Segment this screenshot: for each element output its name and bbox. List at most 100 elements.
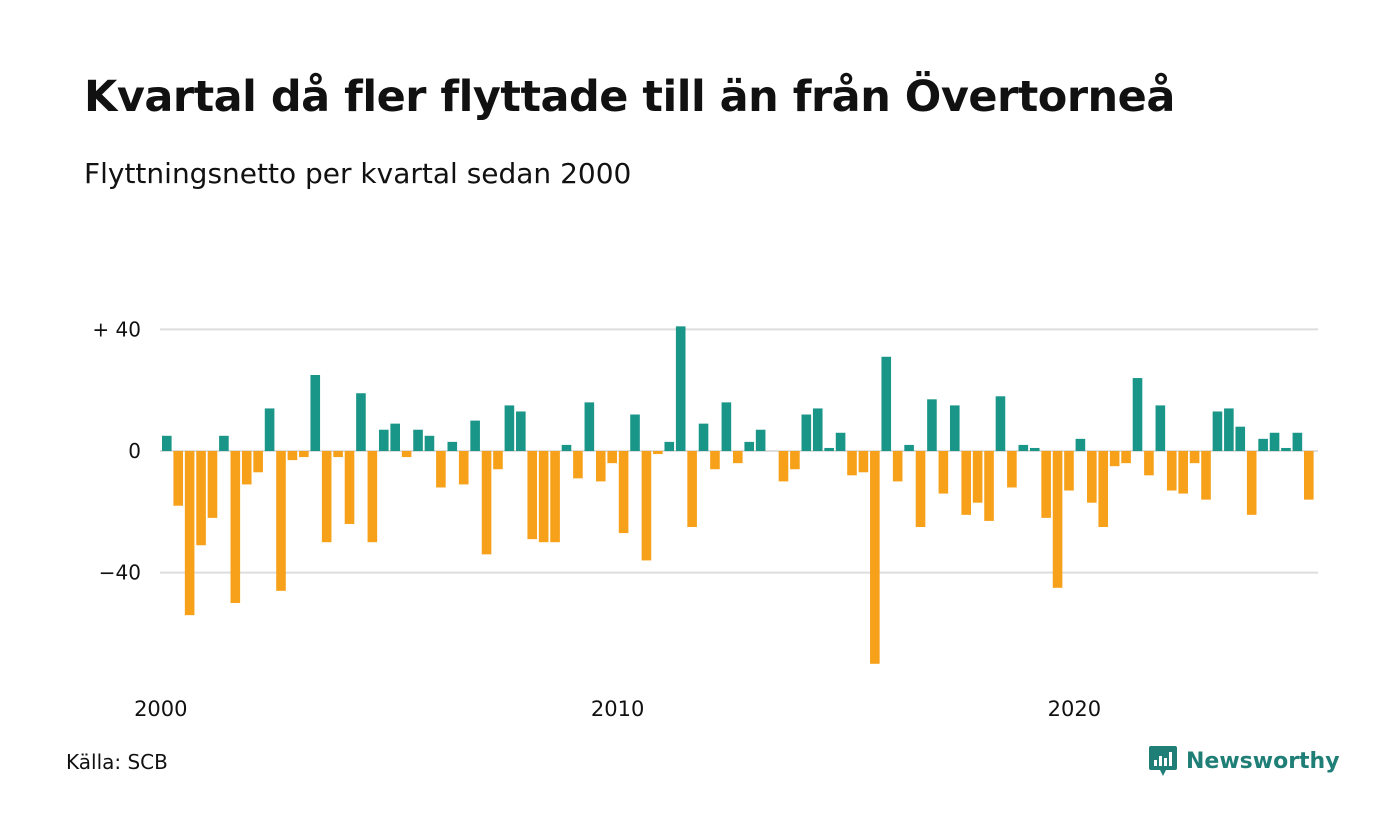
bar bbox=[207, 451, 218, 518]
bar bbox=[630, 414, 640, 451]
bar bbox=[972, 451, 983, 503]
bar bbox=[824, 447, 834, 451]
bar bbox=[870, 451, 880, 664]
bar bbox=[847, 451, 857, 476]
bar bbox=[516, 411, 526, 451]
bar bbox=[1132, 378, 1143, 451]
bar bbox=[949, 405, 960, 451]
bar bbox=[607, 451, 617, 464]
bar bbox=[1007, 451, 1017, 488]
x-tick-label: 2000 bbox=[134, 697, 187, 721]
bar bbox=[413, 429, 423, 451]
bar bbox=[1041, 451, 1051, 518]
bar bbox=[1178, 451, 1188, 494]
bar bbox=[675, 326, 686, 451]
bar bbox=[241, 451, 252, 485]
bar bbox=[219, 435, 229, 451]
bar bbox=[1224, 408, 1234, 451]
brand-name: Newsworthy bbox=[1186, 748, 1340, 774]
bar bbox=[310, 375, 321, 451]
bar bbox=[378, 429, 389, 451]
bar bbox=[299, 451, 309, 458]
bar bbox=[550, 451, 560, 543]
bar bbox=[470, 420, 480, 451]
bar bbox=[1235, 426, 1246, 451]
bar bbox=[1029, 447, 1040, 451]
bar bbox=[1166, 451, 1177, 491]
x-tick-label: 2010 bbox=[591, 697, 644, 721]
bar bbox=[892, 451, 903, 482]
bar bbox=[333, 451, 343, 458]
bar bbox=[287, 451, 298, 461]
bar bbox=[1109, 451, 1120, 467]
bar bbox=[938, 451, 949, 494]
bar bbox=[778, 451, 789, 482]
y-tick-label: −40 bbox=[99, 561, 141, 585]
bar bbox=[436, 451, 446, 488]
bar bbox=[698, 423, 709, 451]
bar bbox=[835, 432, 846, 451]
bar bbox=[584, 402, 595, 451]
bar bbox=[721, 402, 732, 451]
bar bbox=[253, 451, 263, 473]
bar bbox=[321, 451, 332, 543]
bar bbox=[1075, 438, 1086, 451]
bar bbox=[1098, 451, 1109, 527]
bar bbox=[573, 451, 583, 479]
bar bbox=[904, 444, 914, 451]
bar bbox=[1281, 447, 1291, 451]
brand-logo: Newsworthy bbox=[1148, 744, 1340, 778]
x-tick-label: 2020 bbox=[1048, 697, 1101, 721]
bar bbox=[1018, 444, 1029, 451]
bar bbox=[493, 451, 503, 470]
bar bbox=[401, 451, 412, 458]
source-note: Källa: SCB bbox=[66, 750, 168, 774]
bar bbox=[927, 399, 937, 451]
bar bbox=[538, 451, 549, 543]
chart-subtitle: Flyttningsnetto per kvartal sedan 2000 bbox=[84, 157, 632, 190]
bar bbox=[595, 451, 606, 482]
bar bbox=[1258, 438, 1268, 451]
bar bbox=[458, 451, 469, 485]
bar bbox=[653, 451, 663, 455]
bar bbox=[230, 451, 241, 603]
bar bbox=[984, 451, 994, 521]
bar bbox=[618, 451, 629, 534]
bar bbox=[687, 451, 697, 527]
bar bbox=[801, 414, 812, 451]
bar bbox=[276, 451, 286, 591]
bar bbox=[744, 441, 755, 451]
bar bbox=[1144, 451, 1154, 476]
bar bbox=[1155, 405, 1166, 451]
bar bbox=[995, 396, 1006, 451]
bar bbox=[733, 451, 743, 464]
bar bbox=[1246, 451, 1257, 515]
bar bbox=[790, 451, 800, 470]
bar bbox=[664, 441, 675, 451]
bar bbox=[561, 444, 572, 451]
bar bbox=[162, 435, 172, 451]
bar bbox=[264, 408, 275, 451]
bar bbox=[1201, 451, 1211, 500]
chart-title: Kvartal då fler flyttade till än från Öv… bbox=[84, 72, 1175, 122]
bar bbox=[173, 451, 184, 506]
bar bbox=[812, 408, 823, 451]
bar bbox=[481, 451, 492, 555]
bar bbox=[1064, 451, 1074, 491]
bar bbox=[1292, 432, 1303, 451]
bar bbox=[858, 451, 869, 473]
bar bbox=[1087, 451, 1097, 503]
bar bbox=[390, 423, 400, 451]
bar bbox=[961, 451, 971, 515]
y-tick-label: 0 bbox=[128, 439, 141, 463]
bar bbox=[367, 451, 378, 543]
bar bbox=[755, 429, 766, 451]
bar bbox=[424, 435, 435, 451]
bar bbox=[641, 451, 652, 561]
y-tick-label: + 40 bbox=[92, 317, 141, 341]
bar bbox=[1189, 451, 1200, 464]
bar bbox=[1052, 451, 1063, 588]
newsworthy-logo-icon bbox=[1149, 746, 1177, 776]
bar bbox=[881, 356, 892, 451]
